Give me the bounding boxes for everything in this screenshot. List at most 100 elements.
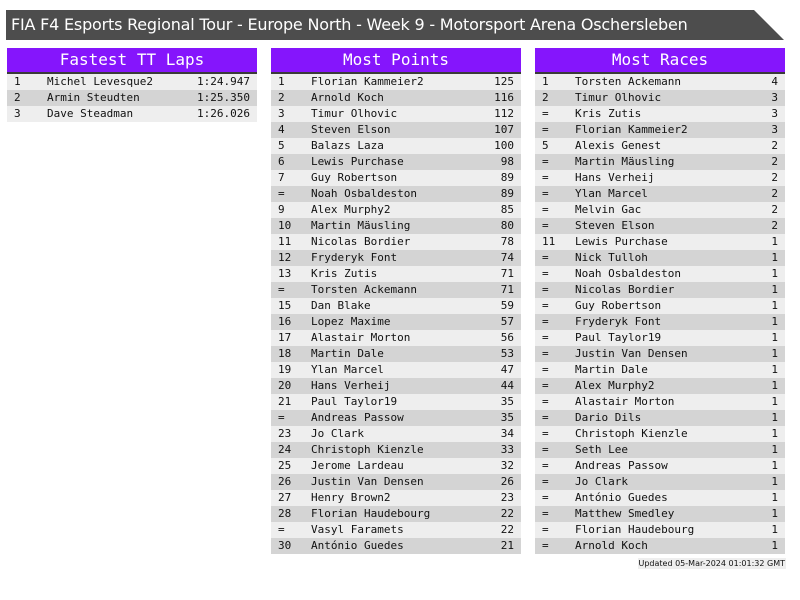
table-row: 25 Jerome Lardeau 32 (271, 458, 521, 474)
value-cell: 35 (500, 395, 514, 408)
value-cell: 100 (494, 139, 514, 152)
value-cell: 1 (771, 427, 778, 440)
value-cell: 22 (500, 523, 514, 536)
position-cell: = (542, 283, 549, 296)
driver-name-cell: Timur Olhovic (575, 91, 662, 104)
position-cell: 10 (278, 219, 292, 232)
position-cell: = (542, 443, 549, 456)
table-row: = Jo Clark 1 (535, 474, 785, 490)
driver-name-cell: Florian Kammeier2 (575, 123, 688, 136)
table-row: = Guy Robertson 1 (535, 298, 785, 314)
table-row: = Torsten Ackemann 71 (271, 282, 521, 298)
value-cell: 59 (500, 299, 514, 312)
table-row: = Kris Zutis 3 (535, 106, 785, 122)
driver-name-cell: Justin Van Densen (575, 347, 688, 360)
table-row: = Justin Van Densen 1 (535, 346, 785, 362)
position-cell: = (542, 459, 549, 472)
value-cell: 3 (771, 123, 778, 136)
value-cell: 1 (771, 315, 778, 328)
value-cell: 1 (771, 395, 778, 408)
value-cell: 2 (771, 187, 778, 200)
position-cell: 19 (278, 363, 292, 376)
driver-name-cell: Martin Dale (311, 347, 384, 360)
position-cell: 1 (278, 75, 285, 88)
table-row: 3 Timur Olhovic 112 (271, 106, 521, 122)
driver-name-cell: Guy Robertson (575, 299, 662, 312)
value-cell: 1 (771, 347, 778, 360)
table-row: = Vasyl Faramets 22 (271, 522, 521, 538)
table-row: = Florian Haudebourg 1 (535, 522, 785, 538)
most-points-panel: Most Points 1 Florian Kammeier2 125 2 Arnold… (271, 48, 521, 554)
position-cell: 5 (542, 139, 549, 152)
driver-name-cell: Steven Elson (311, 123, 391, 136)
table-row: = Martin Mäusling 2 (535, 154, 785, 170)
driver-name-cell: Lopez Maxime (311, 315, 391, 328)
page-title: FIA F4 Esports Regional Tour - Europe No… (6, 10, 784, 40)
position-cell: 2 (542, 91, 549, 104)
position-cell: 25 (278, 459, 292, 472)
table-row: = Nick Tulloh 1 (535, 250, 785, 266)
driver-name-cell: Martin Dale (575, 363, 648, 376)
value-cell: 89 (500, 171, 514, 184)
position-cell: 9 (278, 203, 285, 216)
table-row: = Seth Lee 1 (535, 442, 785, 458)
driver-name-cell: Lewis Purchase (311, 155, 404, 168)
table-row: 1 Florian Kammeier2 125 (271, 74, 521, 90)
table-row: 7 Guy Robertson 89 (271, 170, 521, 186)
driver-name-cell: Alastair Morton (575, 395, 675, 408)
position-cell: = (542, 171, 549, 184)
table-row: = Christoph Kienzle 1 (535, 426, 785, 442)
driver-name-cell: Arnold Koch (575, 539, 648, 552)
value-cell: 44 (500, 379, 514, 392)
driver-name-cell: Melvin Gac (575, 203, 642, 216)
position-cell: = (542, 267, 549, 280)
table-row: 27 Henry Brown2 23 (271, 490, 521, 506)
table-row: 2 Armin Steudten 1:25.350 (7, 90, 257, 106)
table-row: = Matthew Smedley 1 (535, 506, 785, 522)
driver-name-cell: Martin Mäusling (311, 219, 411, 232)
position-cell: = (542, 475, 549, 488)
panel-title: Most Races (535, 48, 785, 74)
position-cell: = (542, 299, 549, 312)
driver-name-cell: Alexis Genest (575, 139, 662, 152)
position-cell: 11 (278, 235, 292, 248)
driver-name-cell: Hans Verheij (575, 171, 655, 184)
driver-name-cell: Ylan Marcel (311, 363, 384, 376)
value-cell: 33 (500, 443, 514, 456)
table-row: = Nicolas Bordier 1 (535, 282, 785, 298)
driver-name-cell: Andreas Passow (311, 411, 404, 424)
driver-name-cell: Armin Steudten (47, 91, 140, 104)
table-row: 28 Florian Haudebourg 22 (271, 506, 521, 522)
position-cell: = (542, 331, 549, 344)
value-cell: 35 (500, 411, 514, 424)
value-cell: 32 (500, 459, 514, 472)
table-row: 11 Lewis Purchase 1 (535, 234, 785, 250)
position-cell: 28 (278, 507, 292, 520)
value-cell: 4 (771, 75, 778, 88)
position-cell: 13 (278, 267, 292, 280)
position-cell: = (278, 411, 285, 424)
driver-name-cell: Nick Tulloh (575, 251, 648, 264)
position-cell: 2 (278, 91, 285, 104)
position-cell: = (542, 107, 549, 120)
position-cell: 12 (278, 251, 292, 264)
table-row: = Paul Taylor19 1 (535, 330, 785, 346)
table-row: 4 Steven Elson 107 (271, 122, 521, 138)
table-row: = Steven Elson 2 (535, 218, 785, 234)
driver-name-cell: Hans Verheij (311, 379, 391, 392)
position-cell: = (542, 523, 549, 536)
value-cell: 1 (771, 443, 778, 456)
position-cell: = (278, 187, 285, 200)
value-cell: 85 (500, 203, 514, 216)
table-row: = Andreas Passow 1 (535, 458, 785, 474)
table-row: = Dario Dils 1 (535, 410, 785, 426)
driver-name-cell: Florian Kammeier2 (311, 75, 424, 88)
table-body: 1 Florian Kammeier2 125 2 Arnold Koch 116 3 Tim… (271, 74, 521, 554)
table-row: 30 António Guedes 21 (271, 538, 521, 554)
table-row: = Andreas Passow 35 (271, 410, 521, 426)
value-cell: 56 (500, 331, 514, 344)
position-cell: = (542, 219, 549, 232)
table-row: 10 Martin Mäusling 80 (271, 218, 521, 234)
position-cell: = (542, 427, 549, 440)
position-cell: = (542, 507, 549, 520)
